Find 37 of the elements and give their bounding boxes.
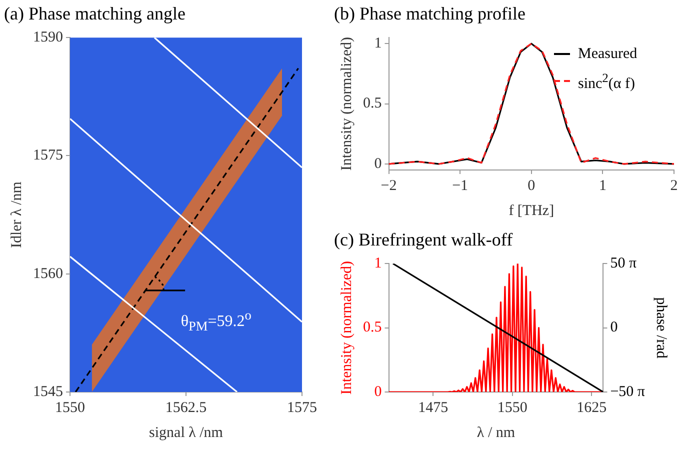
y-axis-title: Idler λ /nm <box>8 181 25 248</box>
y-tick-label: 0.5 <box>363 320 382 336</box>
y2-tick-label: −50 π <box>610 384 646 400</box>
chart-title: (b) Phase matching profile <box>334 4 526 24</box>
x-tick-label: 0 <box>528 178 536 194</box>
x-tick-label: 1 <box>598 178 606 194</box>
x-tick-label: 1575 <box>287 400 317 416</box>
x-tick-label: −1 <box>452 178 468 194</box>
x-axis-title: f [THz] <box>508 202 554 219</box>
chart-title: (a) Phase matching angle <box>4 4 186 24</box>
x-tick-label: 1562.5 <box>165 400 207 416</box>
y-tick-label: 1590 <box>33 30 63 46</box>
x-tick-label: 1550 <box>497 400 528 416</box>
chart-title: (c) Birefringent walk-off <box>334 230 513 250</box>
legend-label: Measured <box>578 44 638 64</box>
x-tick-label: 2 <box>670 178 678 194</box>
y2-axis-title: phase /rad <box>653 297 670 359</box>
x-tick-label: 1550 <box>55 400 85 416</box>
y-tick-label: 0 <box>374 384 382 400</box>
x-axis-title: λ / nm <box>476 424 516 441</box>
y-axis-title: Intensity (normalized) <box>338 260 355 395</box>
x-axis-title: signal λ /nm <box>149 424 224 441</box>
y2-tick-label: 50 π <box>610 256 637 272</box>
y-tick-label: 1575 <box>33 148 63 164</box>
annotation: θ$_{PM}$=59.2$^{o}$ <box>180 308 252 334</box>
x-tick-label: −2 <box>380 178 397 194</box>
x-tick-label: 1625 <box>576 400 607 416</box>
y-axis-title: Intensity (normalized) <box>338 36 355 171</box>
y-tick-label: 1545 <box>33 384 63 400</box>
y-tick-label: 0 <box>374 156 382 172</box>
y-tick-label: 1 <box>374 256 382 272</box>
y-tick-label: 1 <box>374 36 382 52</box>
x-tick-label: 1475 <box>418 400 448 416</box>
y-tick-label: 0.5 <box>363 96 382 112</box>
y2-tick-label: 0 <box>610 320 618 336</box>
legend-label: sinc$^{2}$(α f) <box>578 70 636 94</box>
y-tick-label: 1560 <box>33 266 63 282</box>
